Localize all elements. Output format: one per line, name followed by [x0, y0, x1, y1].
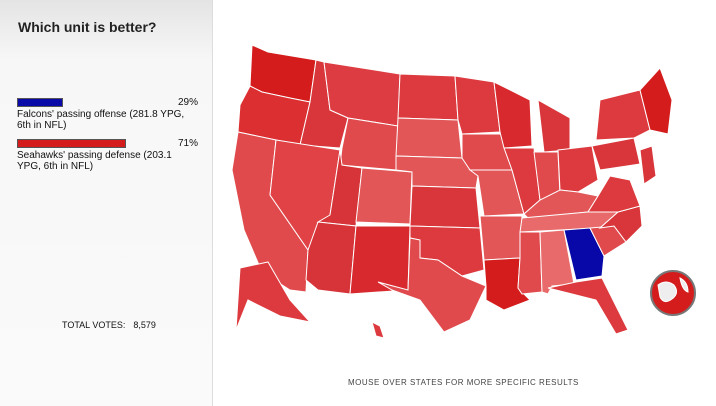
state[interactable]: [557, 145, 599, 193]
poll-panel: Which unit is better? 29% Falcons' passi…: [0, 0, 213, 406]
state[interactable]: [479, 215, 523, 261]
state[interactable]: [377, 237, 487, 333]
state-hawaii[interactable]: [371, 321, 385, 339]
poll-title: Which unit is better?: [18, 19, 157, 35]
total-votes: TOTAL VOTES: 8,579: [62, 320, 164, 330]
total-label: TOTAL VOTES:: [62, 320, 126, 330]
state[interactable]: [639, 145, 657, 185]
state[interactable]: [395, 117, 463, 159]
state[interactable]: [517, 231, 543, 295]
state[interactable]: [587, 175, 641, 213]
globe-land: [657, 281, 678, 303]
globe-icon[interactable]: [650, 270, 696, 316]
states[interactable]: [231, 44, 673, 339]
map-footer: MOUSE OVER STATES FOR MORE SPECIFIC RESU…: [348, 378, 579, 387]
option-label: Falcons' passing offense (281.8 YPG, 6th…: [17, 109, 185, 131]
state[interactable]: [349, 225, 411, 295]
state[interactable]: [493, 81, 533, 149]
state[interactable]: [591, 137, 641, 171]
state[interactable]: [547, 277, 629, 335]
state[interactable]: [595, 89, 651, 141]
state[interactable]: [639, 67, 673, 135]
state[interactable]: [468, 169, 525, 217]
state-alaska[interactable]: [235, 261, 312, 331]
percent-label: 29%: [177, 97, 198, 108]
state[interactable]: [454, 75, 501, 135]
state[interactable]: [409, 185, 481, 229]
total-value: 8,579: [133, 320, 156, 330]
state-georgia[interactable]: [563, 227, 605, 281]
state[interactable]: [397, 73, 459, 121]
result-bar: [17, 139, 127, 148]
state[interactable]: [355, 167, 413, 225]
state[interactable]: [537, 99, 571, 153]
option-label: Seahawks' passing defense (203.1 YPG, 6t…: [17, 150, 172, 172]
globe-land: [679, 277, 689, 293]
state[interactable]: [339, 117, 399, 171]
percent-label: 71%: [177, 138, 198, 149]
result-bar: [17, 98, 63, 107]
